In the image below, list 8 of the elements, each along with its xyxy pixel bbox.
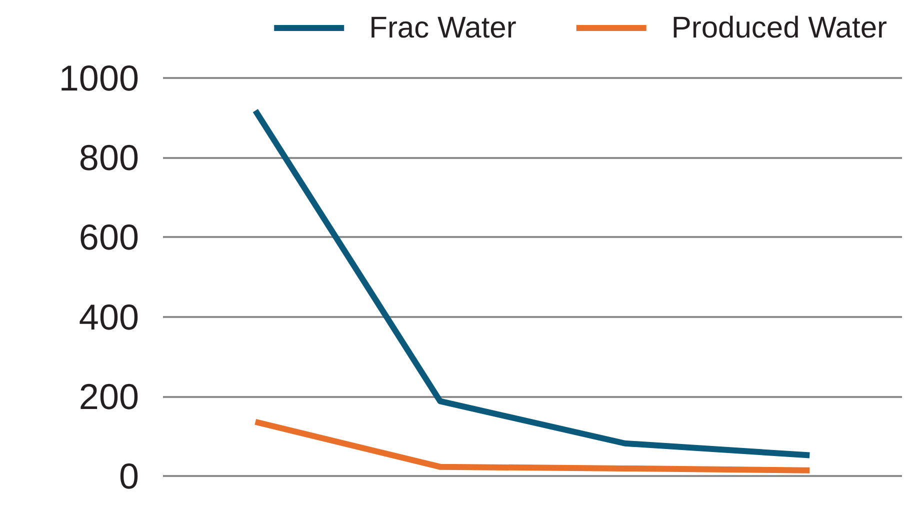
y-tick-label: 800 bbox=[78, 137, 139, 178]
y-tick-label: 600 bbox=[78, 216, 139, 258]
y-tick-label: 0 bbox=[118, 456, 139, 496]
y-tick-label: 400 bbox=[78, 296, 139, 338]
legend-label: Produced Water bbox=[671, 12, 888, 44]
y-tick-label: 200 bbox=[78, 376, 139, 417]
y-tick-label: 1000 bbox=[58, 58, 139, 98]
legend-label: Frac Water bbox=[369, 12, 516, 44]
